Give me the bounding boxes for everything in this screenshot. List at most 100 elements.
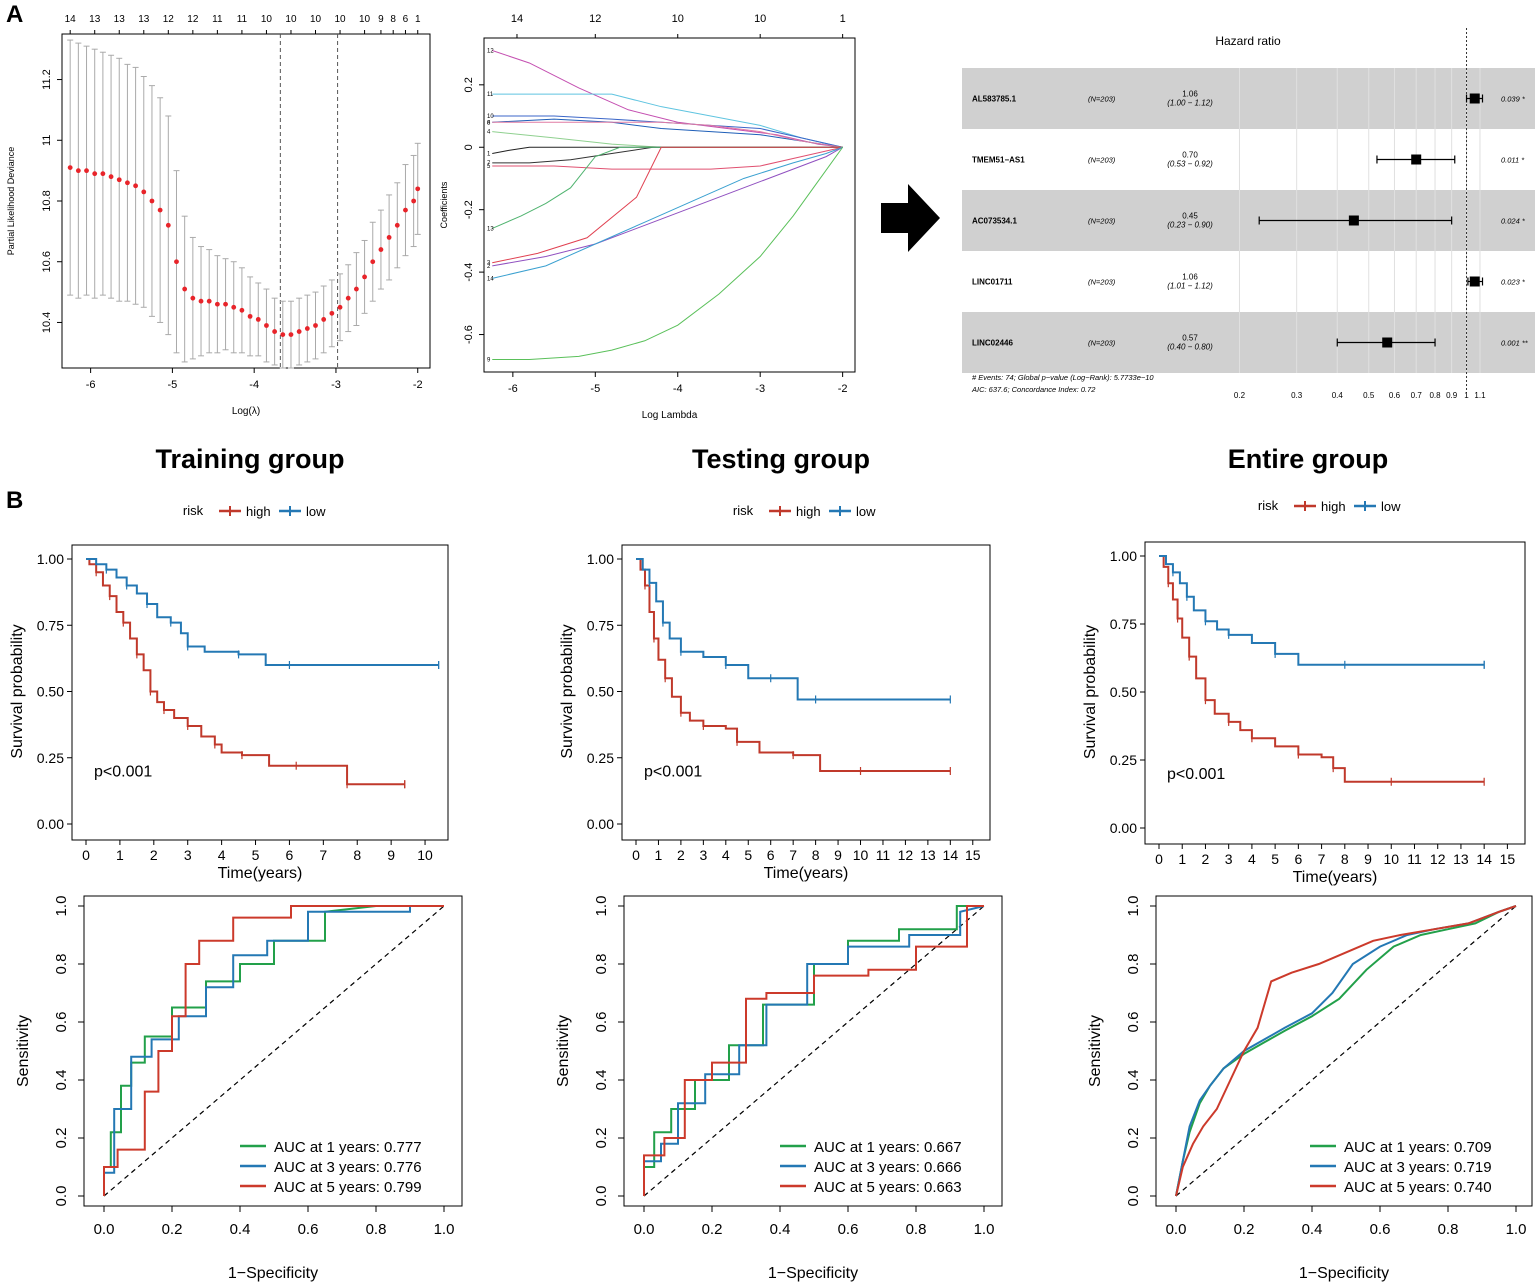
x-axis-label: 1−Specificity [1299, 1265, 1389, 1282]
x-tick-label: 6 [767, 847, 775, 863]
deviance-point [141, 189, 147, 195]
diagonal-reference [103, 905, 445, 1197]
ci-text: (1.01 − 1.12) [1167, 282, 1213, 291]
deviance-point [272, 329, 278, 334]
plot-frame [1155, 895, 1533, 1207]
coefficient-path [492, 146, 843, 170]
arrow-right-icon [881, 184, 940, 252]
x-tick-label: 0.2 [1234, 1221, 1255, 1238]
x-tick-label: 3 [699, 847, 707, 863]
forest-footnote-1: # Events: 74; Global p−value (Log−Rank):… [972, 373, 1154, 382]
x-tick-label: 1.0 [1506, 1221, 1527, 1238]
x-axis-label: Log Lambda [642, 410, 698, 421]
top-tick-label: 10 [310, 14, 322, 25]
x-tick-label: 5 [252, 847, 260, 863]
top-tick-label: 14 [65, 14, 77, 25]
y-tick-label: 0.00 [587, 816, 614, 832]
x-tick-label: 0.4 [1302, 1221, 1323, 1238]
p-value: 0.001 ** [1501, 339, 1529, 348]
deviance-point [280, 332, 286, 337]
y-tick-label: 11 [41, 135, 53, 146]
y-tick-label: 0.0 [1125, 1186, 1142, 1207]
top-tick-label: 10 [359, 14, 371, 25]
x-tick-label: 0.0 [634, 1221, 655, 1238]
roc-entire-plot: 0.0 0.0 0.2 0.2 0.4 0.4 0.6 0.6 0.8 0.8 1.0 1.0 1−Sp… [1087, 895, 1533, 1282]
plot-frame [623, 895, 1003, 1207]
panel-label-b: B [6, 487, 23, 514]
path-label: 9 [487, 358, 491, 364]
x-tick-label: 4 [1248, 851, 1256, 867]
x-tick-label: 0 [632, 847, 640, 863]
x-tick-label: 11 [1407, 851, 1422, 867]
roc-curve [643, 905, 985, 1196]
top-tick-label: 13 [138, 14, 150, 25]
y-tick-label: 0.50 [1110, 684, 1137, 700]
hazard-ratio-box [1348, 215, 1359, 226]
deviance-point [214, 301, 220, 307]
deviance-point [223, 301, 228, 307]
hazard-ratio-text: 1.06 [1182, 273, 1198, 282]
hazard-ratio-text: 0.45 [1182, 212, 1198, 221]
y-tick-label: -0.2 [463, 200, 475, 219]
x-tick-label: 14 [1476, 851, 1492, 867]
sample-size: (N=203) [1088, 339, 1116, 348]
x-axis-label: 1−Specificity [768, 1265, 858, 1282]
x-tick-label: 0.0 [1166, 1221, 1187, 1238]
x-tick-label: 0.8 [1429, 391, 1441, 400]
deviance-point [403, 207, 408, 213]
y-tick-label: 0.75 [1110, 616, 1137, 632]
legend-low-label: low [856, 504, 876, 519]
x-tick-label: 10 [417, 847, 433, 863]
x-tick-label: 0.2 [1234, 391, 1246, 400]
legend-label: AUC at 1 years: 0.709 [1344, 1139, 1492, 1156]
x-tick-label: 11 [876, 847, 891, 863]
x-tick-label: 0.6 [1389, 391, 1401, 400]
legend-title: risk [183, 503, 204, 518]
y-axis-label: Survival probability [559, 624, 576, 758]
x-tick-label: 5 [744, 847, 752, 863]
x-tick-label: 12 [898, 847, 914, 863]
gene-name: AL583785.1 [972, 95, 1017, 104]
coefficient-path [492, 146, 844, 361]
x-tick-label: 0.4 [230, 1221, 251, 1238]
deviance-point [321, 317, 327, 322]
sample-size: (N=203) [1088, 278, 1116, 287]
y-tick-label: 0.25 [587, 750, 614, 766]
x-tick-label: 5 [1271, 851, 1279, 867]
y-tick-label: 0 [463, 144, 475, 150]
x-tick-label: 1 [1464, 391, 1469, 400]
x-tick-label: 0.4 [770, 1221, 791, 1238]
ci-text: (0.23 − 0.90) [1167, 221, 1213, 230]
y-tick-label: 0.75 [37, 617, 64, 633]
x-tick-label: 0.2 [162, 1221, 183, 1238]
x-tick-label: 4 [722, 847, 730, 863]
deviance-point [75, 168, 81, 174]
x-tick-label: 0.0 [94, 1221, 115, 1238]
top-tick-label: 11 [212, 14, 223, 25]
x-axis-label: Time(years) [764, 865, 849, 882]
x-tick-label: 0.2 [702, 1221, 723, 1238]
deviance-point [100, 171, 106, 177]
coefficient-path [492, 115, 843, 148]
deviance-point [174, 259, 179, 265]
deviance-point [288, 332, 294, 337]
deviance-point [231, 304, 237, 310]
x-tick-label: -4 [249, 379, 259, 391]
lasso-cv-plot: -6 -5 -4 -3 -2 10.4 10.6 10.8 11 11.2 14 13 13 13 12 12… [6, 14, 431, 417]
path-label: 13 [487, 226, 494, 232]
x-tick-label: 8 [1341, 851, 1349, 867]
p-value: 0.023 * [1501, 278, 1526, 287]
x-tick-label: -3 [331, 379, 341, 391]
p-value: 0.011 * [1501, 156, 1525, 165]
deviance-point [370, 259, 376, 265]
x-tick-label: 0.6 [1370, 1221, 1391, 1238]
y-tick-label: 0.6 [593, 1012, 610, 1033]
y-axis-label: Survival probability [9, 624, 26, 758]
y-tick-label: 0.00 [37, 816, 64, 832]
title-testing-group: Testing group [692, 444, 870, 474]
deviance-point [304, 326, 310, 331]
diagonal-reference [643, 905, 985, 1197]
deviance-point [198, 298, 204, 304]
y-tick-label: 0.2 [53, 1128, 70, 1149]
